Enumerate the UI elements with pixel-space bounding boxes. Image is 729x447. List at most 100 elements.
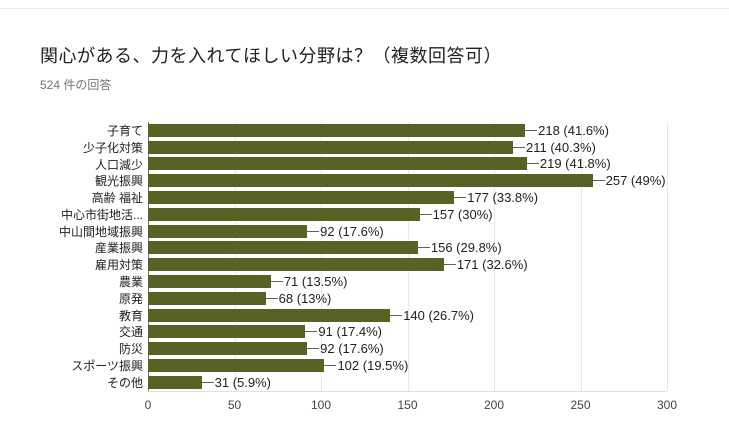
bar xyxy=(148,241,418,255)
bar-leader-line xyxy=(592,180,605,182)
response-count: 524 件の回答 xyxy=(40,78,112,92)
bar xyxy=(148,224,308,238)
bar-value-label: 71 (13.5%) xyxy=(283,274,348,290)
x-gridline xyxy=(321,122,322,391)
bar xyxy=(148,342,308,356)
bar-container: 91 (17.4%) xyxy=(148,324,382,341)
bar-container: 211 (40.3%) xyxy=(148,139,596,156)
bar-value-label: 171 (32.6%) xyxy=(456,257,528,273)
bar-leader-line xyxy=(390,314,403,316)
category-label: スポーツ振興 xyxy=(71,359,143,374)
x-gridline xyxy=(667,122,668,391)
bar xyxy=(148,375,202,389)
bar-row: 教育 140 (26.7%) xyxy=(0,307,729,324)
bar-value-label: 157 (30%) xyxy=(432,206,493,222)
category-label: 少子化対策 xyxy=(82,140,143,155)
bar-leader-line xyxy=(265,297,278,299)
x-tick-label: 200 xyxy=(483,398,505,412)
bar xyxy=(148,275,271,289)
bar-container: 71 (13.5%) xyxy=(148,273,347,290)
bar-container: 156 (29.8%) xyxy=(148,240,502,257)
bar-row: その他 31 (5.9%) xyxy=(0,374,729,391)
bar-leader-line xyxy=(305,331,318,333)
bar-container: 92 (17.6%) xyxy=(148,340,384,357)
bar-value-label: 92 (17.6%) xyxy=(320,223,384,239)
x-tick-label: 300 xyxy=(656,398,678,412)
bar-row: 子育て 218 (41.6%) xyxy=(0,122,729,139)
bar-value-label: 219 (41.8%) xyxy=(539,156,611,172)
bar-leader-line xyxy=(419,213,432,215)
category-label: 子育て xyxy=(106,123,143,138)
x-tick-label: 50 xyxy=(227,398,242,412)
bar-leader-line xyxy=(443,264,456,266)
bar-value-label: 177 (33.8%) xyxy=(467,190,539,206)
x-axis: 0 50 100 150 200 250 300 xyxy=(144,398,677,414)
bar-value-label: 102 (19.5%) xyxy=(337,358,409,374)
bar-row: 原発 68 (13%) xyxy=(0,290,729,307)
bar xyxy=(148,308,391,322)
bar-row: 産業振興 156 (29.8%) xyxy=(0,240,729,257)
category-label: 農業 xyxy=(118,275,143,290)
category-label: 原発 xyxy=(118,291,143,306)
bar xyxy=(148,123,526,137)
bar-row: 交通 91 (17.4%) xyxy=(0,324,729,341)
bar xyxy=(148,359,325,373)
bar-leader-line xyxy=(307,348,320,350)
bar-leader-line xyxy=(324,365,337,367)
top-divider xyxy=(0,8,729,9)
bar-value-label: 91 (17.4%) xyxy=(318,324,383,340)
bar-container: 219 (41.8%) xyxy=(148,156,611,173)
bar-container: 218 (41.6%) xyxy=(148,122,609,139)
bar-leader-line xyxy=(454,197,467,199)
category-label: 防災 xyxy=(118,342,143,357)
x-tick-label: 100 xyxy=(310,398,332,412)
bar xyxy=(148,207,420,221)
bar-leader-line xyxy=(417,247,430,249)
bar-container: 68 (13%) xyxy=(148,290,331,307)
bar-value-label: 156 (29.8%) xyxy=(430,240,502,256)
bar-leader-line xyxy=(525,129,538,131)
x-tick-label: 150 xyxy=(397,398,418,412)
bar-value-label: 31 (5.9%) xyxy=(214,374,271,390)
question-title: 関心がある、力を入れてほしい分野は？（複数回答可） xyxy=(40,46,502,66)
category-label: 高齢 福祉 xyxy=(91,191,143,206)
bar-value-label: 92 (17.6%) xyxy=(320,341,384,357)
category-label: 中山間地域振興 xyxy=(58,224,143,239)
category-label: 産業振興 xyxy=(94,241,143,256)
bar xyxy=(148,140,514,154)
bar-value-label: 140 (26.7%) xyxy=(403,307,475,323)
bar-leader-line xyxy=(526,163,539,165)
bar-value-label: 218 (41.6%) xyxy=(538,122,609,138)
y-axis-line xyxy=(148,122,149,391)
bar-container: 92 (17.6%) xyxy=(148,223,384,240)
bar-row: 人口減少 219 (41.8%) xyxy=(0,156,729,173)
category-label: 交通 xyxy=(118,325,143,340)
bar-leader-line xyxy=(270,281,283,283)
x-gridline xyxy=(407,122,409,391)
bar xyxy=(148,174,593,188)
bar-container: 177 (33.8%) xyxy=(148,189,538,206)
bar-row: 中山間地域振興 92 (17.6%) xyxy=(0,223,729,240)
category-label: 中心市街地活... xyxy=(60,207,143,222)
bar-chart: 子育て 218 (41.6%) 少子化対策 211 (40.3%) 人口減少 219 (4… xyxy=(0,122,729,422)
x-gridline xyxy=(580,122,582,391)
bar-container: 171 (32.6%) xyxy=(148,256,528,273)
bar-row: 防災 92 (17.6%) xyxy=(0,340,729,357)
category-label: その他 xyxy=(106,375,143,390)
category-label: 教育 xyxy=(118,308,143,323)
chart-rows: 子育て 218 (41.6%) 少子化対策 211 (40.3%) 人口減少 219 (4… xyxy=(0,122,729,391)
x-tick-label: 0 xyxy=(144,398,152,412)
x-gridline xyxy=(234,122,236,391)
bar-row: 中心市街地活... 157 (30%) xyxy=(0,206,729,223)
bar-container: 102 (19.5%) xyxy=(148,357,408,374)
bar-container: 140 (26.7%) xyxy=(148,307,474,324)
bar-value-label: 211 (40.3%) xyxy=(526,139,596,155)
bar-row: 観光振興 257 (49%) xyxy=(0,172,729,189)
x-gridline xyxy=(494,122,495,391)
bar-leader-line xyxy=(201,381,214,383)
category-label: 観光振興 xyxy=(94,174,143,189)
bar-value-label: 68 (13%) xyxy=(278,290,332,306)
bar-container: 31 (5.9%) xyxy=(148,374,271,391)
bar-container: 157 (30%) xyxy=(148,206,493,223)
bar-value-label: 257 (49%) xyxy=(605,173,666,189)
